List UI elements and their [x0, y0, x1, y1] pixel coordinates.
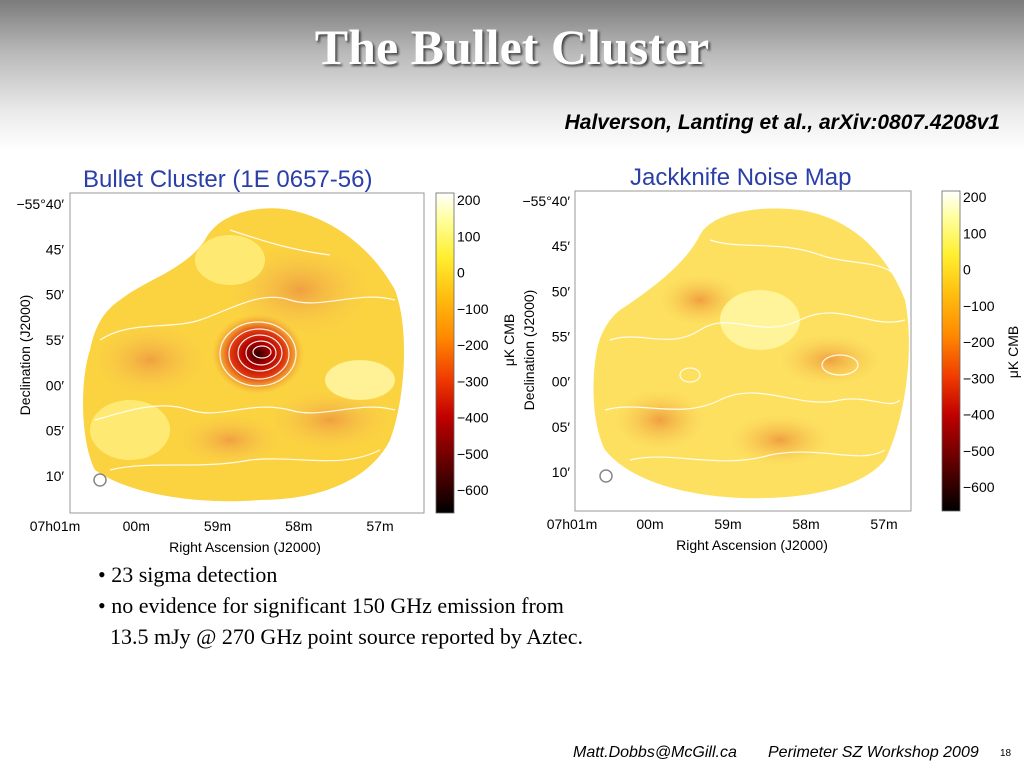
y-tick-label: −55°40′ [16, 196, 64, 212]
colorbar-tick-label: −400 [457, 410, 489, 426]
bullet-list: • 23 sigma detection • no evidence for s… [98, 559, 583, 652]
right-map-panel [574, 190, 912, 512]
left-y-axis-label: Declination (J2000) [17, 295, 33, 416]
colorbar-tick-label: −100 [457, 301, 489, 317]
left-x-axis-label: Right Ascension (J2000) [169, 539, 321, 555]
right-y-axis-label: Declination (J2000) [521, 290, 537, 411]
y-tick-label: 45′ [552, 238, 571, 254]
left-map-panel [69, 192, 425, 514]
left-contours [94, 229, 396, 471]
footer-email: Matt.Dobbs@McGill.ca [573, 744, 737, 761]
colorbar-tick-label: −300 [457, 373, 489, 389]
right-x-axis-label: Right Ascension (J2000) [676, 537, 828, 553]
right-colorbar [941, 190, 961, 512]
y-tick-label: 10′ [46, 468, 65, 484]
x-tick-label: 00m [123, 518, 150, 534]
colorbar-tick-label: −400 [963, 407, 995, 423]
left-beam-circle [93, 473, 107, 487]
slide-title: The Bullet Cluster [314, 19, 710, 75]
x-tick-label: 59m [204, 518, 231, 534]
x-tick-label: 07h01m [30, 518, 81, 534]
colorbar-tick-label: 100 [963, 225, 987, 241]
x-tick-label: 57m [870, 516, 897, 532]
page-number: 18 [1000, 748, 1012, 759]
colorbar-tick-label: 0 [457, 265, 465, 281]
left-panel-title: Bullet Cluster (1E 0657-56) [83, 166, 373, 193]
colorbar-tick-label: −600 [963, 479, 995, 495]
right-colorbar-label: μK CMB [1005, 326, 1021, 378]
left-colorbar [435, 192, 455, 514]
footer-workshop: Perimeter SZ Workshop 2009 [768, 744, 979, 761]
colorbar-tick-label: −300 [963, 370, 995, 386]
bullet-item: 13.5 mJy @ 270 GHz point source reported… [110, 624, 583, 649]
colorbar-tick-label: −600 [457, 482, 489, 498]
colorbar-tick-label: −500 [963, 443, 995, 459]
bullet-cluster-decrement [212, 314, 304, 394]
right-panel-title: Jackknife Noise Map [630, 164, 852, 191]
colorbar-tick-label: 0 [963, 262, 971, 278]
right-contours [604, 239, 906, 462]
colorbar-tick-label: −500 [457, 446, 489, 462]
bullet-item: • 23 sigma detection [98, 562, 278, 587]
x-tick-label: 00m [636, 516, 663, 532]
slide-header [0, 0, 1024, 150]
x-tick-label: 59m [714, 516, 741, 532]
y-tick-label: 05′ [46, 423, 65, 439]
colorbar-tick-label: −100 [963, 298, 995, 314]
y-tick-label: 10′ [552, 464, 571, 480]
y-tick-label: 55′ [552, 329, 571, 345]
x-tick-label: 57m [366, 518, 393, 534]
x-tick-label: 58m [285, 518, 312, 534]
x-tick-label: 07h01m [547, 516, 598, 532]
colorbar-tick-label: 100 [457, 228, 481, 244]
colorbar-tick-label: −200 [457, 337, 489, 353]
colorbar-tick-label: −200 [963, 334, 995, 350]
x-tick-label: 58m [792, 516, 819, 532]
colorbar-tick-label: 200 [457, 192, 481, 208]
y-tick-label: 05′ [552, 419, 571, 435]
colorbar-tick-label: 200 [963, 189, 987, 205]
y-tick-label: 50′ [46, 287, 65, 303]
right-beam-circle [599, 469, 613, 483]
y-tick-label: −55°40′ [522, 193, 570, 209]
citation: Halverson, Lanting et al., arXiv:0807.42… [564, 111, 1000, 134]
y-tick-label: 00′ [552, 374, 571, 390]
y-tick-label: 50′ [552, 283, 571, 299]
y-tick-label: 55′ [46, 332, 65, 348]
y-tick-label: 45′ [46, 241, 65, 257]
left-colorbar-label: μK CMB [501, 314, 517, 366]
bullet-item: • no evidence for significant 150 GHz em… [98, 593, 564, 618]
y-tick-label: 00′ [46, 377, 65, 393]
